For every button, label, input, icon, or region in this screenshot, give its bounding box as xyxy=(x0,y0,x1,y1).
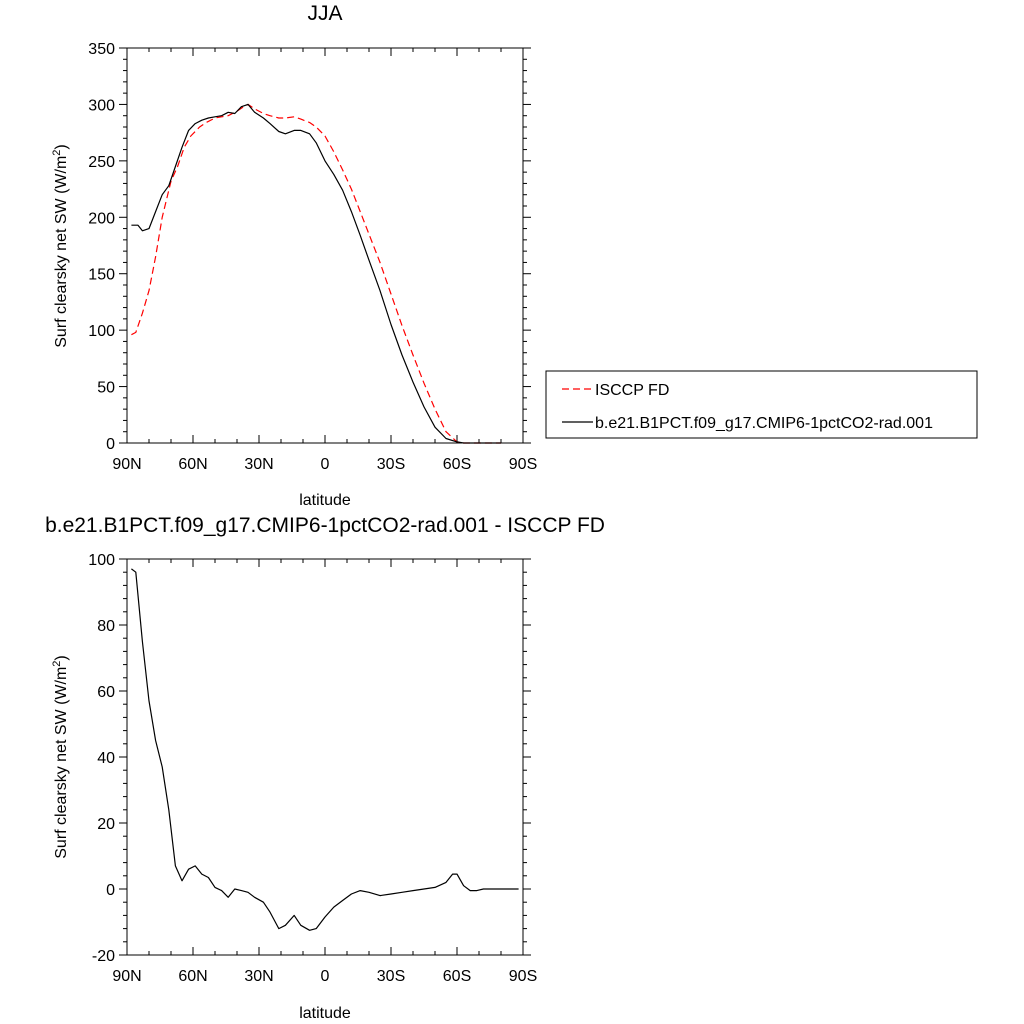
top-x-axis-label: latitude xyxy=(299,492,351,509)
x-tick-label: 60N xyxy=(178,456,207,473)
y-tick-label: 250 xyxy=(88,154,115,171)
x-tick-label: 60S xyxy=(443,456,471,473)
y-tick-label: 20 xyxy=(97,816,115,833)
top-panel: JJA 90N 60N 30N 0 30S 60S 90S 0 50 100 150 200 250 3… xyxy=(51,2,537,509)
y-tick-label: 100 xyxy=(88,552,115,569)
x-tick-label: 30S xyxy=(377,456,405,473)
top-series-group xyxy=(131,103,501,444)
bottom-panel: b.e21.B1PCT.f09_g17.CMIP6-1pctCO2-rad.00… xyxy=(45,514,605,1022)
x-tick-label: 30N xyxy=(244,456,273,473)
x-tick-label: 90N xyxy=(112,968,141,985)
bottom-panel-frame xyxy=(126,558,524,956)
legend-label-model: b.e21.B1PCT.f09_g17.CMIP6-1pctCO2-rad.00… xyxy=(595,415,933,432)
x-tick-label: 60N xyxy=(178,968,207,985)
bottom-y-axis: -20 0 20 40 60 80 100 xyxy=(88,552,531,965)
top-y-axis-label: Surf clearsky net SW (W/m2) xyxy=(51,144,70,347)
y-tick-label: 0 xyxy=(106,436,115,453)
y-tick-label: 50 xyxy=(97,380,115,397)
difference-line xyxy=(131,568,519,931)
top-panel-frame xyxy=(126,47,524,444)
y-tick-label: 300 xyxy=(88,97,115,114)
model-line xyxy=(131,103,501,444)
isccp-fd-line xyxy=(131,103,501,444)
legend-label-isccp: ISCCP FD xyxy=(595,382,669,399)
y-tick-label: 350 xyxy=(88,41,115,58)
x-tick-label: 60S xyxy=(443,968,471,985)
y-tick-label: 200 xyxy=(88,210,115,227)
x-tick-label: 0 xyxy=(321,968,330,985)
bottom-y-axis-label: Surf clearsky net SW (W/m2) xyxy=(51,655,70,858)
top-panel-title: JJA xyxy=(307,2,342,25)
y-tick-label: 80 xyxy=(97,618,115,635)
x-tick-label: 30N xyxy=(244,968,273,985)
x-tick-label: 30S xyxy=(377,968,405,985)
y-tick-label: 60 xyxy=(97,684,115,701)
y-tick-label: 40 xyxy=(97,750,115,767)
top-x-axis: 90N 60N 30N 0 30S 60S 90S xyxy=(112,48,537,473)
legend: ISCCP FD b.e21.B1PCT.f09_g17.CMIP6-1pctC… xyxy=(545,370,978,439)
x-tick-label: 90S xyxy=(509,968,537,985)
y-tick-label: 100 xyxy=(88,323,115,340)
bottom-x-axis: 90N 60N 30N 0 30S 60S 90S xyxy=(112,559,537,985)
x-tick-label: 90N xyxy=(112,456,141,473)
y-tick-label: 0 xyxy=(106,882,115,899)
bottom-series-group xyxy=(131,568,519,931)
y-tick-label: 150 xyxy=(88,267,115,284)
bottom-panel-title: b.e21.B1PCT.f09_g17.CMIP6-1pctCO2-rad.00… xyxy=(45,514,605,537)
top-y-axis: 0 50 100 150 200 250 300 350 xyxy=(88,41,531,453)
x-tick-label: 90S xyxy=(509,456,537,473)
bottom-x-axis-label: latitude xyxy=(299,1005,351,1022)
legend-frame xyxy=(545,370,978,439)
y-tick-label: -20 xyxy=(92,948,115,965)
x-tick-label: 0 xyxy=(321,456,330,473)
